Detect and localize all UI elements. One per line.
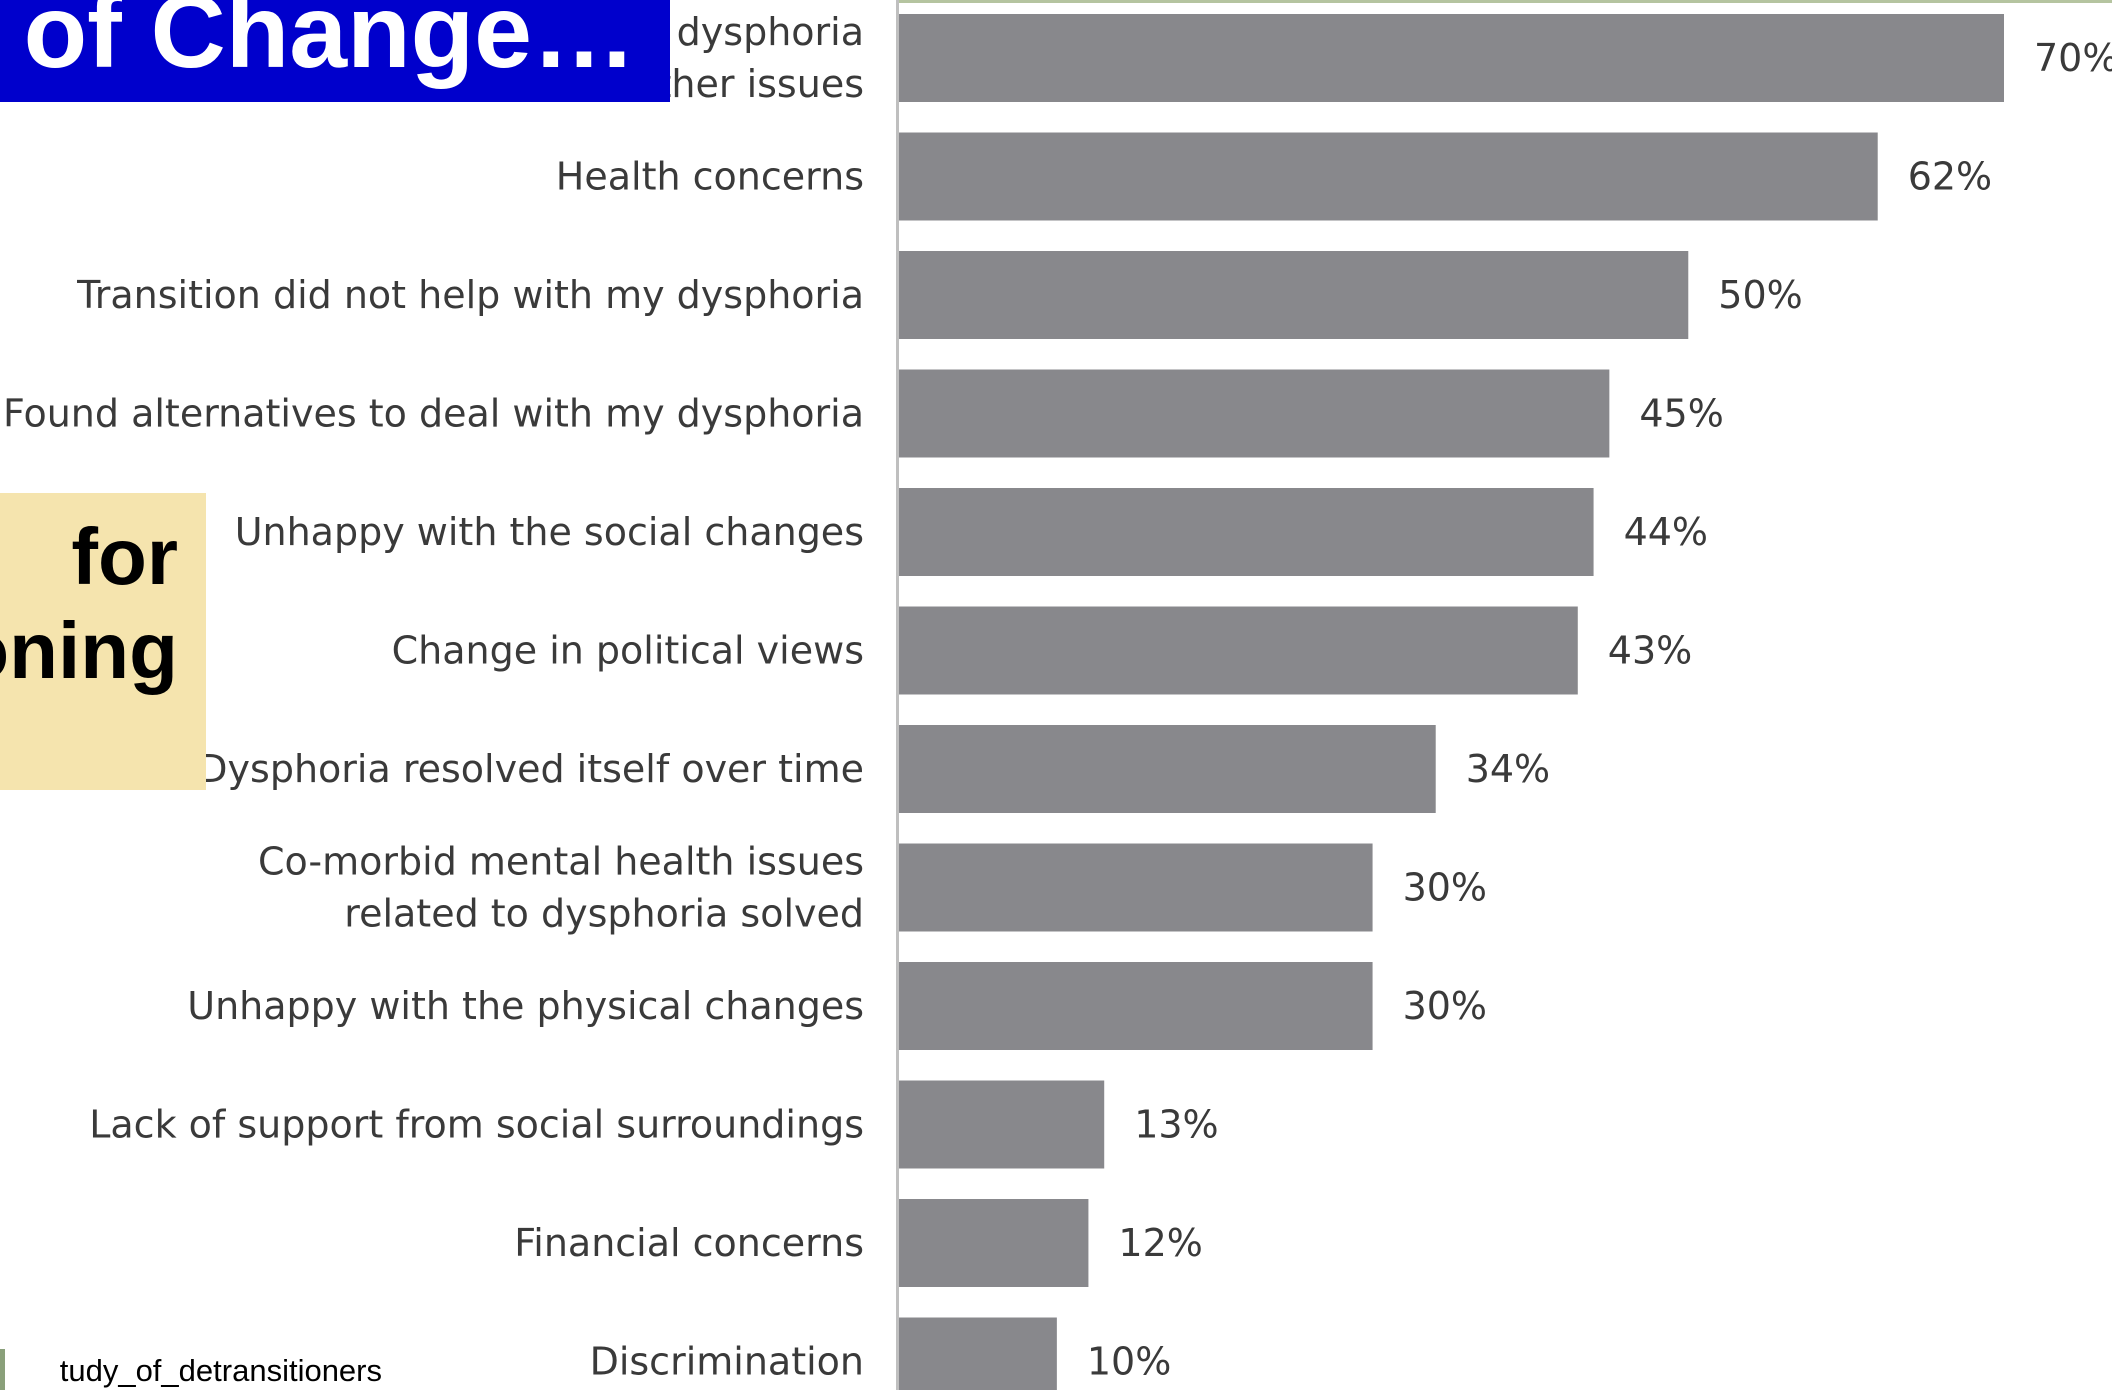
category-label: Unhappy with the physical changes	[187, 984, 864, 1028]
category-label: Co-morbid mental health issues	[258, 840, 864, 884]
bar	[899, 1080, 1105, 1169]
source-note: tudy_of_detransitioners	[0, 1349, 400, 1390]
side-callout-box: for oning	[0, 493, 206, 790]
value-label: 10%	[1087, 1340, 1171, 1384]
value-label: 12%	[1118, 1221, 1202, 1265]
bar	[899, 14, 2004, 102]
source-note-edge	[0, 1349, 5, 1390]
y-axis-line	[896, 0, 899, 1390]
bar	[899, 488, 1594, 576]
value-label: 70%	[2034, 36, 2112, 80]
bar	[899, 962, 1373, 1050]
value-label: 44%	[1624, 510, 1708, 554]
category-label: dysphoria	[677, 10, 864, 54]
category-label: Health concerns	[556, 155, 864, 199]
category-label: Discrimination	[590, 1340, 864, 1384]
bar	[899, 725, 1436, 813]
side-callout-line-1: for	[71, 512, 178, 601]
category-label: Unhappy with the social changes	[235, 510, 864, 554]
source-note-text: tudy_of_detransitioners	[59, 1353, 382, 1388]
value-label: 30%	[1403, 866, 1487, 910]
value-label: 30%	[1403, 984, 1487, 1028]
category-label: Found alternatives to deal with my dysph…	[3, 392, 864, 436]
value-label: 43%	[1608, 629, 1692, 673]
category-label: Transition did not help with my dysphori…	[76, 273, 864, 317]
bar	[899, 606, 1578, 695]
side-callout-line-2: oning	[0, 606, 178, 695]
top-border	[899, 0, 2112, 3]
title-banner: of Change…	[0, 0, 670, 102]
value-label: 34%	[1466, 747, 1550, 791]
bar	[899, 1199, 1089, 1287]
value-label: 45%	[1639, 392, 1723, 436]
bar	[899, 1317, 1057, 1390]
category-label: Financial concerns	[514, 1221, 864, 1265]
title-banner-text: of Change…	[23, 0, 636, 90]
category-label: Lack of support from social surroundings	[89, 1103, 864, 1147]
category-label: Dysphoria resolved itself over time	[198, 747, 864, 791]
category-label: related to dysphoria solved	[344, 892, 864, 936]
category-label: Change in political views	[392, 629, 864, 673]
bar	[899, 251, 1689, 339]
category-label: ther issues	[657, 62, 864, 106]
value-label: 62%	[1908, 155, 1992, 199]
bar	[899, 369, 1610, 458]
bar	[899, 132, 1878, 221]
value-label: 13%	[1134, 1103, 1218, 1147]
bar	[899, 843, 1373, 932]
value-label: 50%	[1718, 273, 1802, 317]
